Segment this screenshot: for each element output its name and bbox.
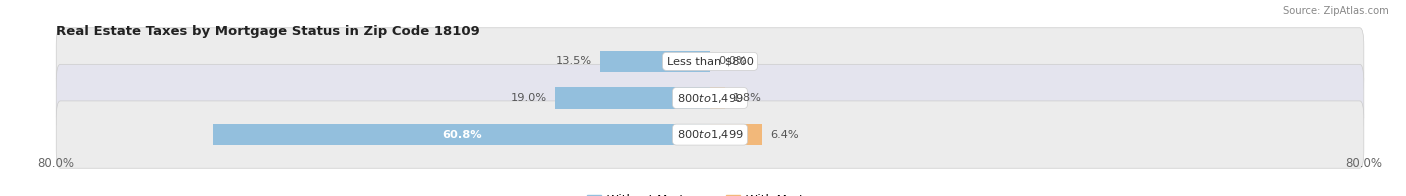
Text: 0.0%: 0.0% — [718, 56, 747, 66]
Bar — [710, 87, 724, 109]
Legend: Without Mortgage, With Mortgage: Without Mortgage, With Mortgage — [588, 194, 832, 196]
Text: Less than $800: Less than $800 — [666, 56, 754, 66]
FancyBboxPatch shape — [56, 28, 1364, 95]
Text: $800 to $1,499: $800 to $1,499 — [676, 92, 744, 104]
Bar — [710, 124, 762, 145]
Text: 19.0%: 19.0% — [510, 93, 547, 103]
FancyBboxPatch shape — [56, 64, 1364, 132]
Text: 60.8%: 60.8% — [441, 130, 481, 140]
FancyBboxPatch shape — [56, 101, 1364, 168]
Text: Source: ZipAtlas.com: Source: ZipAtlas.com — [1284, 6, 1389, 16]
Text: $800 to $1,499: $800 to $1,499 — [676, 128, 744, 141]
Bar — [214, 124, 710, 145]
Text: 1.8%: 1.8% — [733, 93, 762, 103]
Bar — [555, 87, 710, 109]
Text: Real Estate Taxes by Mortgage Status in Zip Code 18109: Real Estate Taxes by Mortgage Status in … — [56, 25, 479, 38]
Text: 6.4%: 6.4% — [770, 130, 799, 140]
Bar — [600, 51, 710, 72]
Text: 13.5%: 13.5% — [555, 56, 592, 66]
